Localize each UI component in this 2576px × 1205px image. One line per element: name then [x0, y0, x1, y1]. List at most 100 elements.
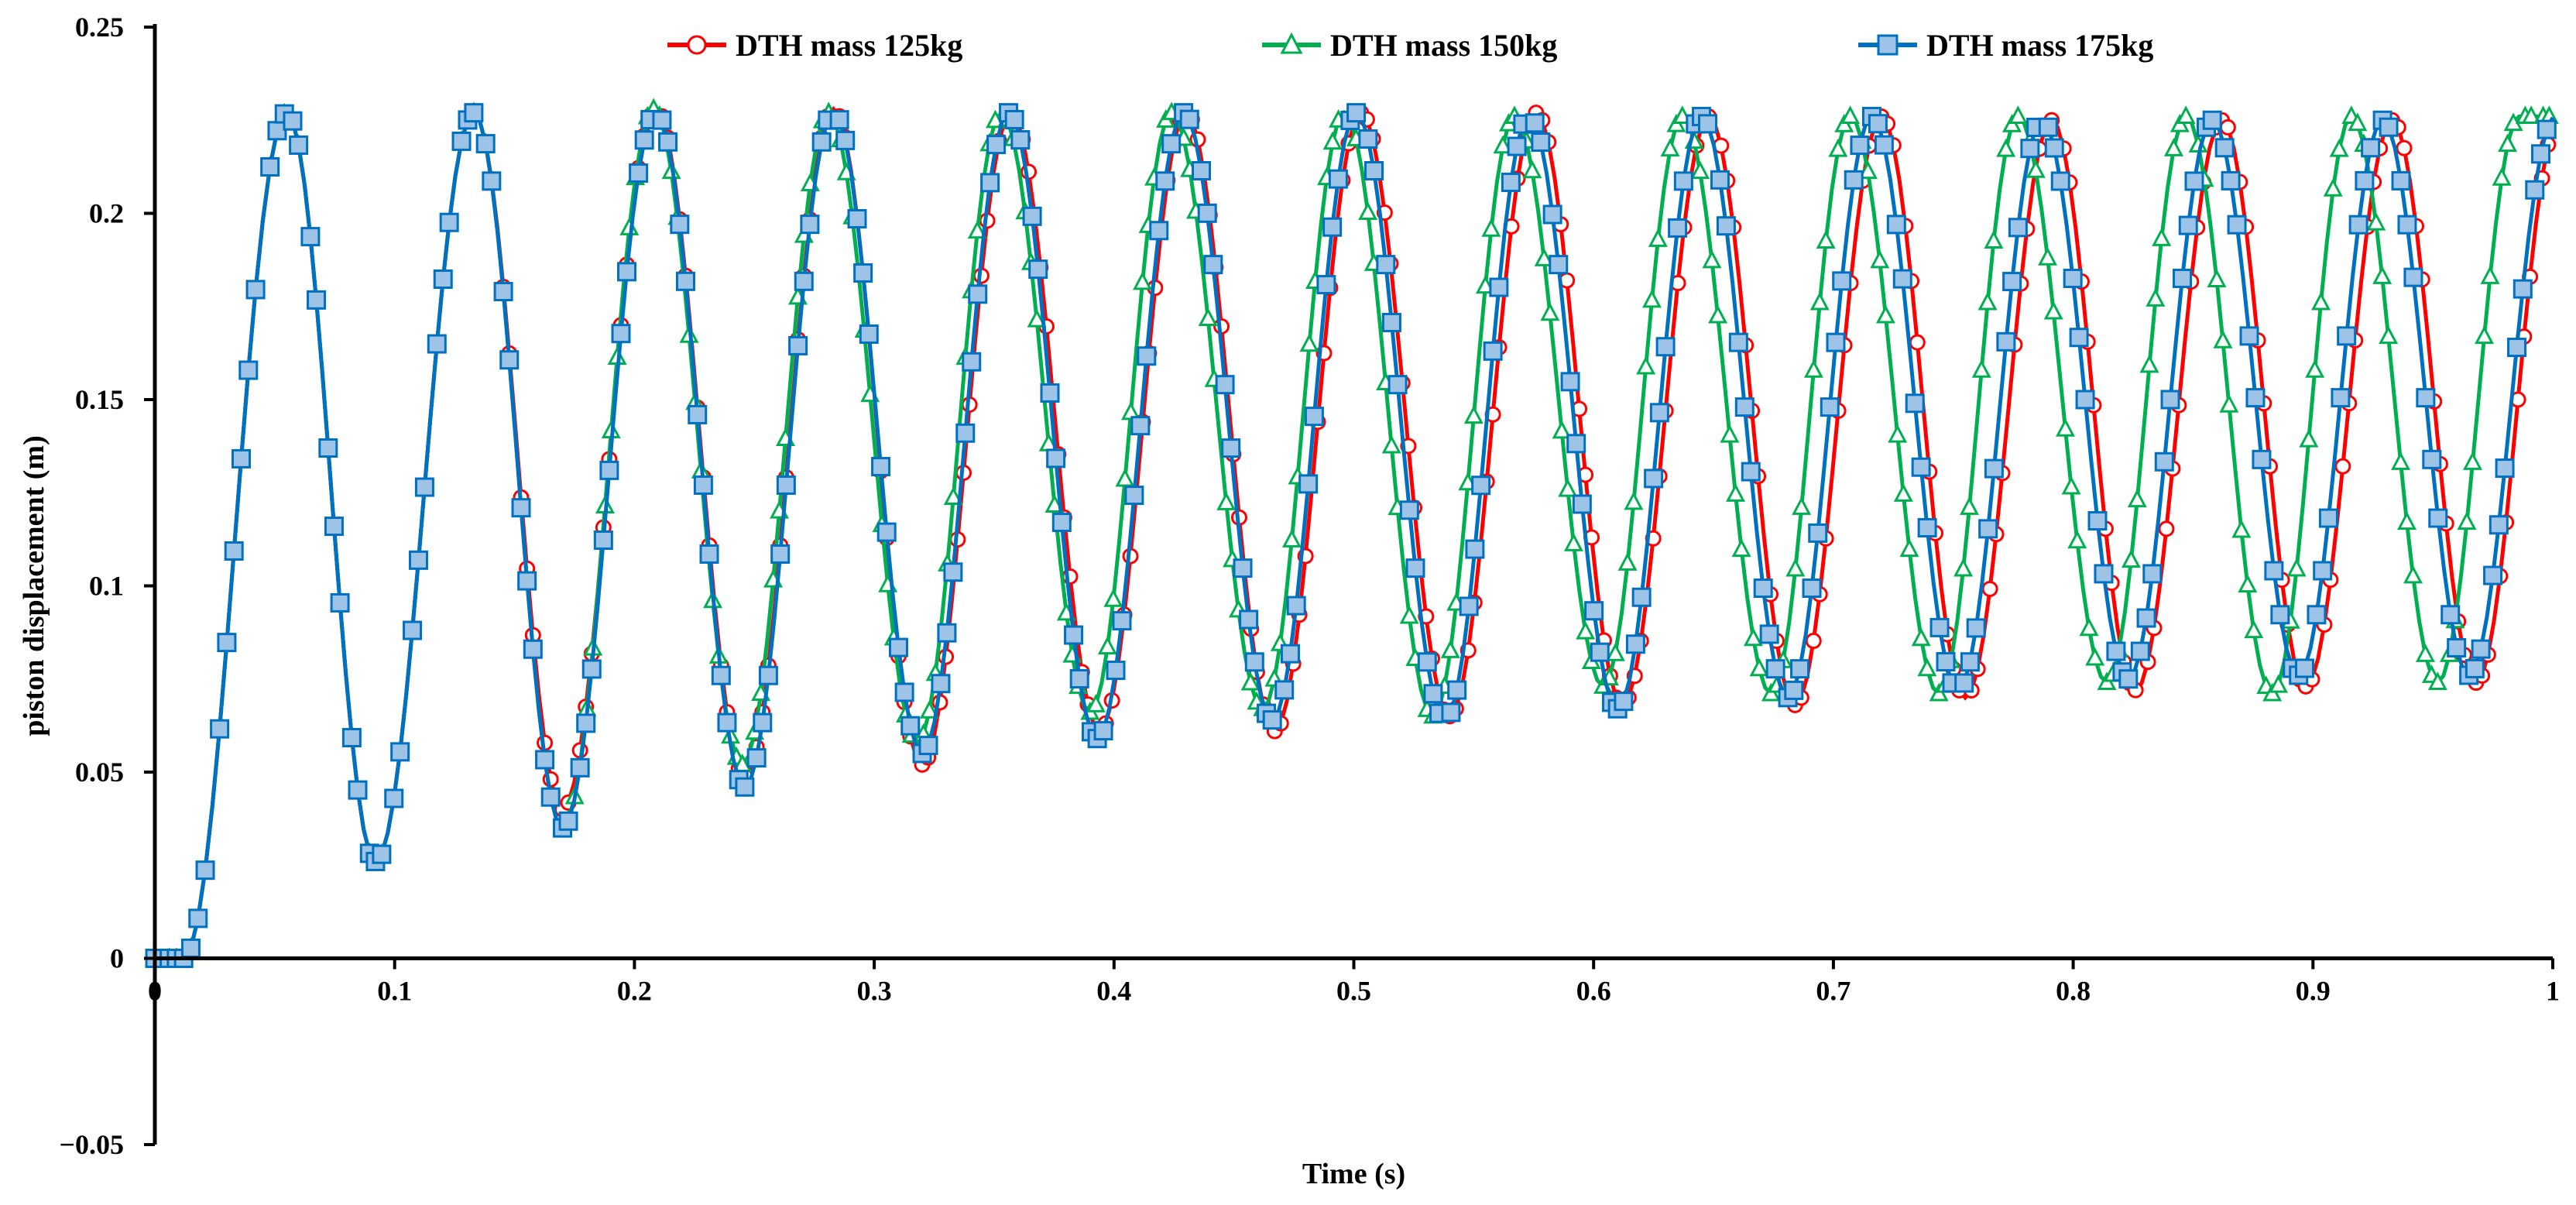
series-2-marker: [2269, 674, 2288, 693]
series-3-marker: [1051, 513, 1072, 533]
x-tick-label: 0: [148, 976, 162, 1007]
series-2-marker: [1708, 304, 1728, 324]
series-2-marker: [1240, 671, 1261, 691]
series-2: [145, 98, 2559, 966]
series-3-marker: [1954, 673, 1974, 693]
series-2-marker: [2043, 300, 2063, 320]
series-2-marker: [1463, 405, 1484, 424]
series-3-marker: [1790, 659, 1810, 679]
series-3-marker: [1280, 644, 1300, 664]
x-tick-label: 0.4: [1096, 976, 1131, 1007]
series-3-marker: [1304, 407, 1324, 427]
series-3-marker: [1905, 393, 1925, 414]
series-3-marker: [2294, 658, 2314, 678]
series-3-marker: [1010, 130, 1031, 150]
series-3-marker: [1364, 160, 1384, 180]
series-1-marker: [2396, 139, 2413, 156]
series-3-marker: [318, 438, 338, 458]
series-3-marker: [1549, 255, 1569, 275]
series-3-marker: [2513, 279, 2533, 299]
series-3-marker: [2136, 608, 2156, 628]
series-3-marker: [2264, 561, 2284, 581]
series-2-marker: [1552, 420, 1572, 439]
series-2-marker: [1198, 307, 1218, 327]
series-2-marker: [1749, 657, 1769, 677]
series-3-marker: [1155, 171, 1175, 191]
series-3-marker: [217, 633, 237, 653]
series-3-marker: [2525, 180, 2545, 200]
series-3-marker: [1239, 609, 1259, 630]
series-2-marker: [1731, 538, 1751, 558]
series-2-marker: [1971, 359, 1991, 378]
series-2-marker: [2219, 393, 2239, 413]
series-3-marker: [711, 665, 731, 685]
series-1-marker: [1909, 334, 1926, 351]
series-2-marker: [2079, 617, 2099, 637]
series-3-marker: [403, 620, 423, 640]
series-3-marker: [593, 530, 613, 550]
series-2-marker: [2475, 325, 2494, 345]
series-2-marker: [1641, 289, 1662, 308]
series-2-marker: [1690, 160, 1710, 180]
series-2-marker: [1803, 359, 1823, 378]
x-tick-label: 0.5: [1336, 976, 1371, 1007]
series-2-marker: [2038, 246, 2058, 266]
series-3-marker: [611, 324, 631, 344]
series-3-marker: [853, 263, 873, 283]
series-2-marker: [2427, 671, 2447, 691]
series-3-marker: [372, 844, 392, 864]
series-3-marker: [1929, 617, 1950, 637]
series-2-marker: [1977, 291, 1998, 311]
series-3-marker: [1728, 332, 1748, 352]
x-tick-label: 0.1: [377, 976, 412, 1007]
series-3-marker: [1274, 680, 1295, 700]
series-2-marker: [1959, 496, 1979, 515]
series-2-marker: [1381, 434, 1401, 454]
series-1-marker: [2334, 458, 2351, 475]
series-2-marker: [1911, 627, 1931, 647]
series-3-marker: [1698, 114, 1718, 134]
series-3-marker: [1197, 203, 1217, 223]
series-2-marker: [2391, 451, 2411, 470]
series-3-marker: [658, 132, 678, 152]
series-3-marker: [2154, 451, 2174, 472]
series-3-marker: [1996, 331, 2016, 352]
series-3-marker: [535, 750, 555, 770]
series-3-marker: [2020, 139, 2040, 159]
series-2-marker: [1899, 538, 1919, 558]
series-3-marker: [245, 280, 266, 300]
series-2-marker: [1636, 355, 1656, 375]
series-3-marker: [2270, 605, 2290, 625]
series-3-marker: [414, 477, 434, 497]
legend-label: DTH mass 150kg: [1330, 28, 1557, 63]
series-3-marker: [1298, 474, 1319, 494]
series-2-marker: [1624, 491, 1644, 510]
series-3-marker: [794, 271, 814, 291]
series-3-marker: [2441, 605, 2461, 625]
series-2-marker: [1648, 228, 1668, 247]
series-3-marker: [2379, 117, 2399, 137]
series-2-marker: [1720, 424, 1740, 443]
series-2-marker: [1563, 533, 1583, 551]
series-2-marker: [1870, 249, 1890, 269]
series-2-marker: [1953, 558, 1974, 577]
series-3-marker: [231, 448, 251, 469]
legend: DTH mass 125kg DTH mass 150kg DTH mass 175…: [667, 28, 2153, 63]
series-3-marker: [931, 674, 951, 694]
series-3-marker: [1531, 132, 1551, 152]
series-2-marker: [1828, 138, 1848, 157]
series-3-marker: [2245, 388, 2266, 408]
series-3-marker: [1447, 680, 1467, 700]
series-3-marker: [2106, 641, 2126, 661]
series-3-marker: [1560, 372, 1580, 392]
series-2-marker: [1917, 657, 1937, 677]
series-3-marker: [1262, 710, 1282, 730]
series-3-marker: [300, 227, 321, 247]
series-3-marker: [937, 623, 957, 643]
series-3-marker: [1316, 275, 1336, 295]
legend-swatch-marker: [687, 35, 707, 55]
series-3-marker: [1221, 438, 1241, 458]
legend-item-2: DTH mass 150kg: [1262, 28, 1557, 63]
series-3-marker: [1886, 215, 1906, 235]
